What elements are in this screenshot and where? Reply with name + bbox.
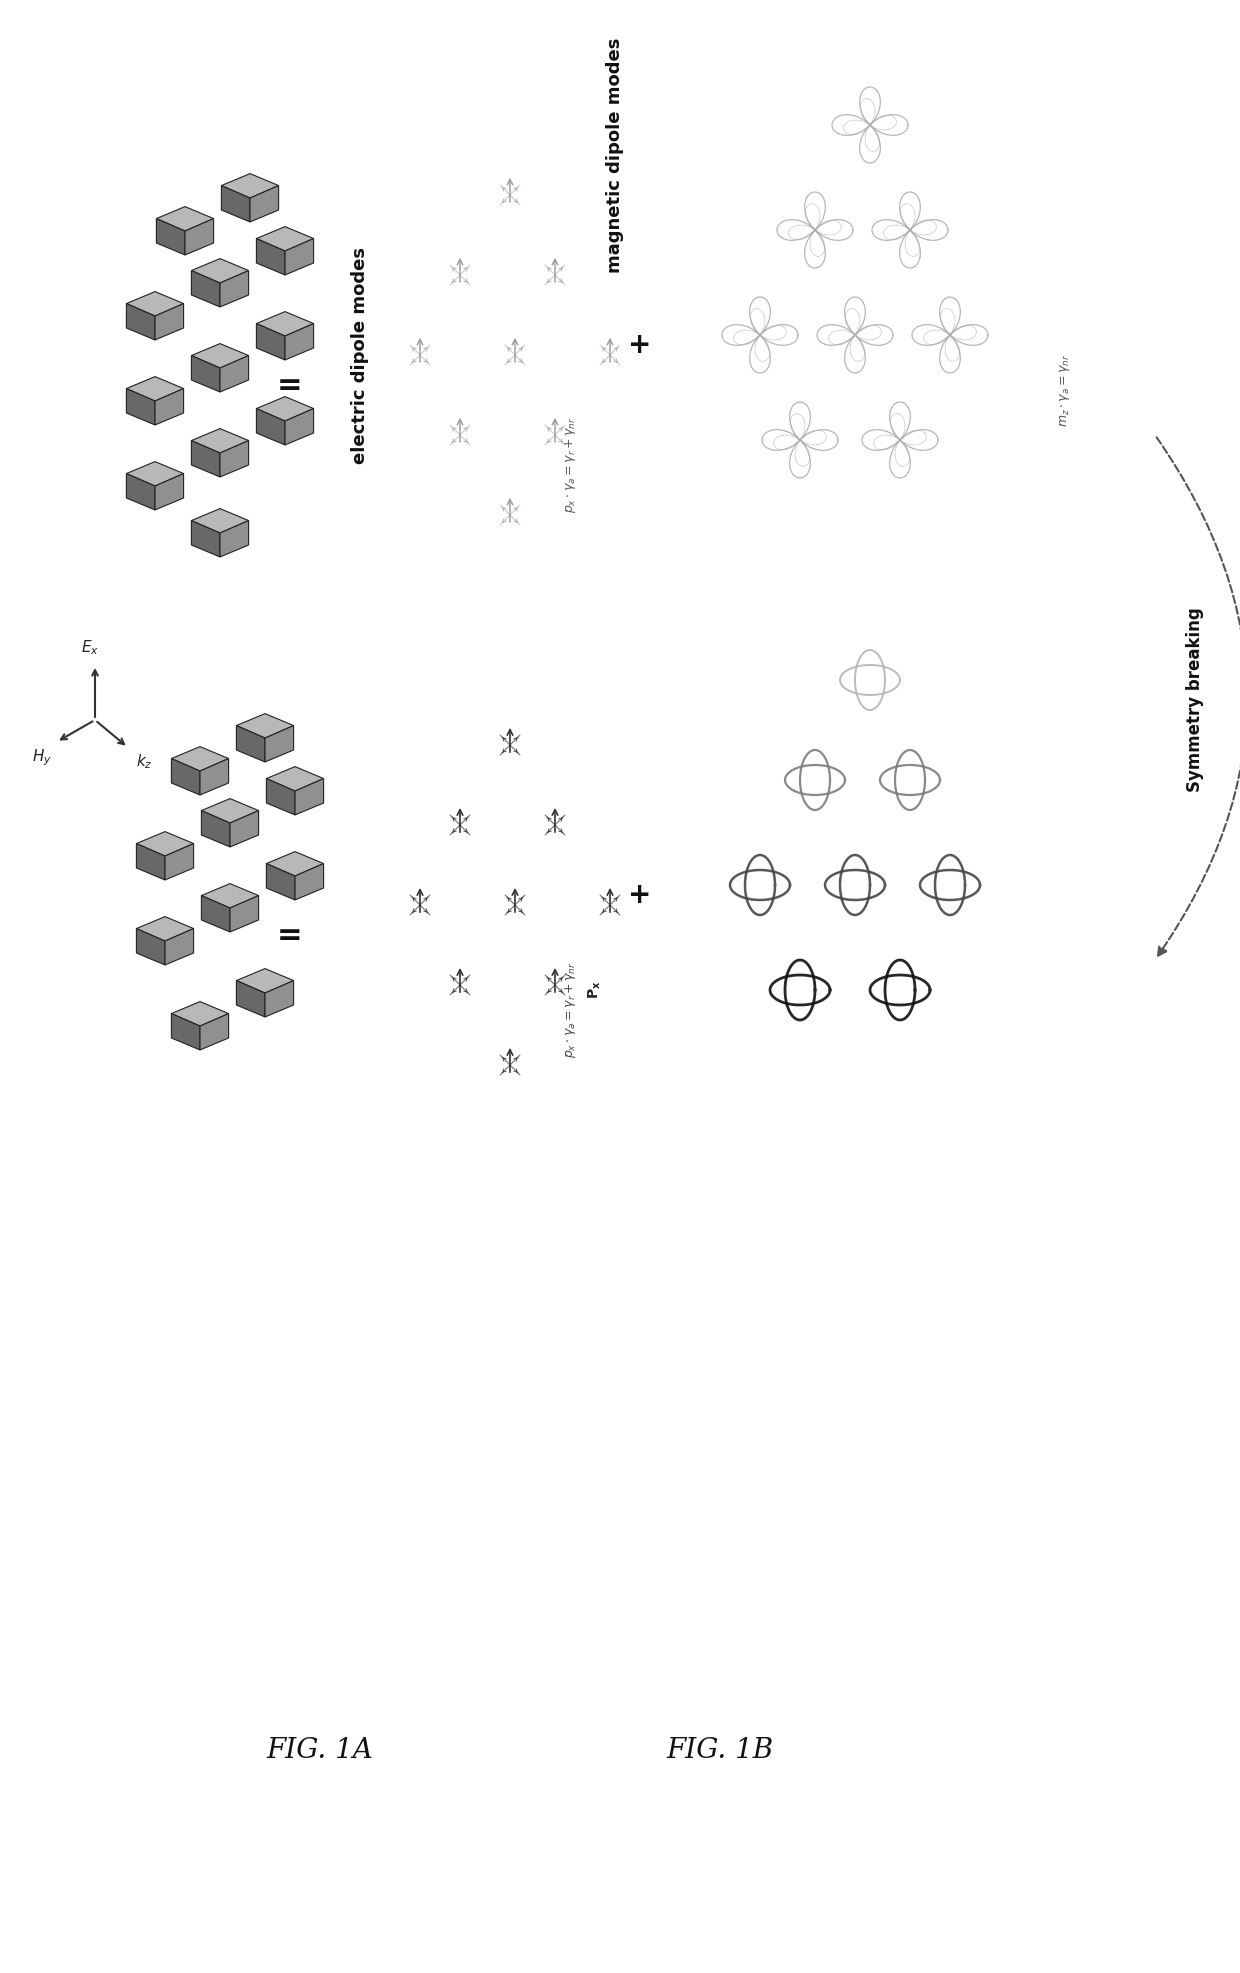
Text: Symmetry breaking: Symmetry breaking (1185, 608, 1204, 793)
Polygon shape (267, 864, 295, 900)
Polygon shape (257, 324, 285, 359)
Text: electric dipole modes: electric dipole modes (351, 247, 370, 464)
Polygon shape (219, 270, 248, 308)
Text: FIG. 1A: FIG. 1A (267, 1736, 373, 1764)
Polygon shape (295, 864, 324, 900)
Polygon shape (295, 779, 324, 815)
Polygon shape (136, 844, 165, 880)
Polygon shape (126, 377, 184, 401)
Polygon shape (171, 1002, 228, 1026)
Polygon shape (136, 831, 193, 856)
Text: magnetic dipole modes: magnetic dipole modes (606, 37, 624, 272)
Polygon shape (201, 811, 229, 846)
Polygon shape (219, 440, 248, 477)
Polygon shape (155, 389, 184, 424)
Polygon shape (237, 969, 294, 992)
Polygon shape (191, 440, 219, 477)
Polygon shape (126, 304, 155, 339)
Polygon shape (201, 896, 229, 931)
Polygon shape (171, 746, 228, 771)
Polygon shape (285, 408, 314, 446)
Polygon shape (171, 1014, 200, 1050)
Polygon shape (219, 521, 248, 556)
Text: $\mathbf{P_x}$: $\mathbf{P_x}$ (587, 981, 603, 998)
Polygon shape (257, 397, 314, 420)
Polygon shape (267, 767, 324, 791)
Polygon shape (191, 355, 219, 393)
Polygon shape (126, 389, 155, 424)
Polygon shape (191, 509, 248, 533)
Polygon shape (237, 981, 265, 1016)
Polygon shape (185, 219, 213, 255)
Polygon shape (136, 929, 165, 965)
Polygon shape (285, 239, 314, 274)
Text: =: = (278, 921, 303, 949)
Polygon shape (156, 207, 213, 231)
FancyArrowPatch shape (1157, 438, 1240, 955)
Text: $m_z \cdot \gamma_a = \gamma_{nr}$: $m_z \cdot \gamma_a = \gamma_{nr}$ (1058, 353, 1073, 426)
Polygon shape (285, 324, 314, 359)
Text: +: + (629, 882, 652, 910)
Text: $H_y$: $H_y$ (32, 748, 52, 767)
Text: +: + (629, 331, 652, 359)
Polygon shape (191, 428, 248, 454)
Polygon shape (200, 1014, 228, 1050)
Text: $\mathit{p}_x \cdot \gamma_a = \gamma_r + \gamma_{nr}$: $\mathit{p}_x \cdot \gamma_a = \gamma_r … (563, 961, 578, 1058)
Polygon shape (267, 852, 324, 876)
Polygon shape (201, 799, 259, 823)
Polygon shape (191, 343, 248, 369)
Polygon shape (237, 726, 265, 762)
Polygon shape (126, 474, 155, 509)
Text: $E_x$: $E_x$ (81, 639, 99, 657)
Polygon shape (155, 474, 184, 509)
Text: =: = (278, 371, 303, 399)
Text: $k_z$: $k_z$ (136, 752, 153, 771)
Polygon shape (222, 174, 279, 197)
Polygon shape (126, 462, 184, 485)
Polygon shape (165, 929, 193, 965)
Polygon shape (191, 270, 219, 308)
Polygon shape (156, 219, 185, 255)
Polygon shape (257, 239, 285, 274)
Polygon shape (200, 758, 228, 795)
Polygon shape (136, 917, 193, 941)
Polygon shape (191, 521, 219, 556)
Polygon shape (250, 185, 279, 221)
Polygon shape (171, 758, 200, 795)
Polygon shape (229, 811, 259, 846)
Polygon shape (267, 779, 295, 815)
Polygon shape (257, 408, 285, 446)
Polygon shape (191, 258, 248, 282)
Polygon shape (265, 726, 294, 762)
Polygon shape (155, 304, 184, 339)
Polygon shape (126, 292, 184, 316)
Polygon shape (222, 185, 250, 221)
Polygon shape (201, 884, 259, 908)
Text: FIG. 1B: FIG. 1B (666, 1736, 774, 1764)
Polygon shape (237, 714, 294, 738)
Polygon shape (265, 981, 294, 1016)
Polygon shape (257, 312, 314, 335)
Polygon shape (229, 896, 259, 931)
Polygon shape (219, 355, 248, 393)
Polygon shape (165, 844, 193, 880)
Polygon shape (257, 227, 314, 251)
Text: $p_x \cdot \gamma_a = \gamma_r + \gamma_{nr}$: $p_x \cdot \gamma_a = \gamma_r + \gamma_… (563, 416, 578, 513)
